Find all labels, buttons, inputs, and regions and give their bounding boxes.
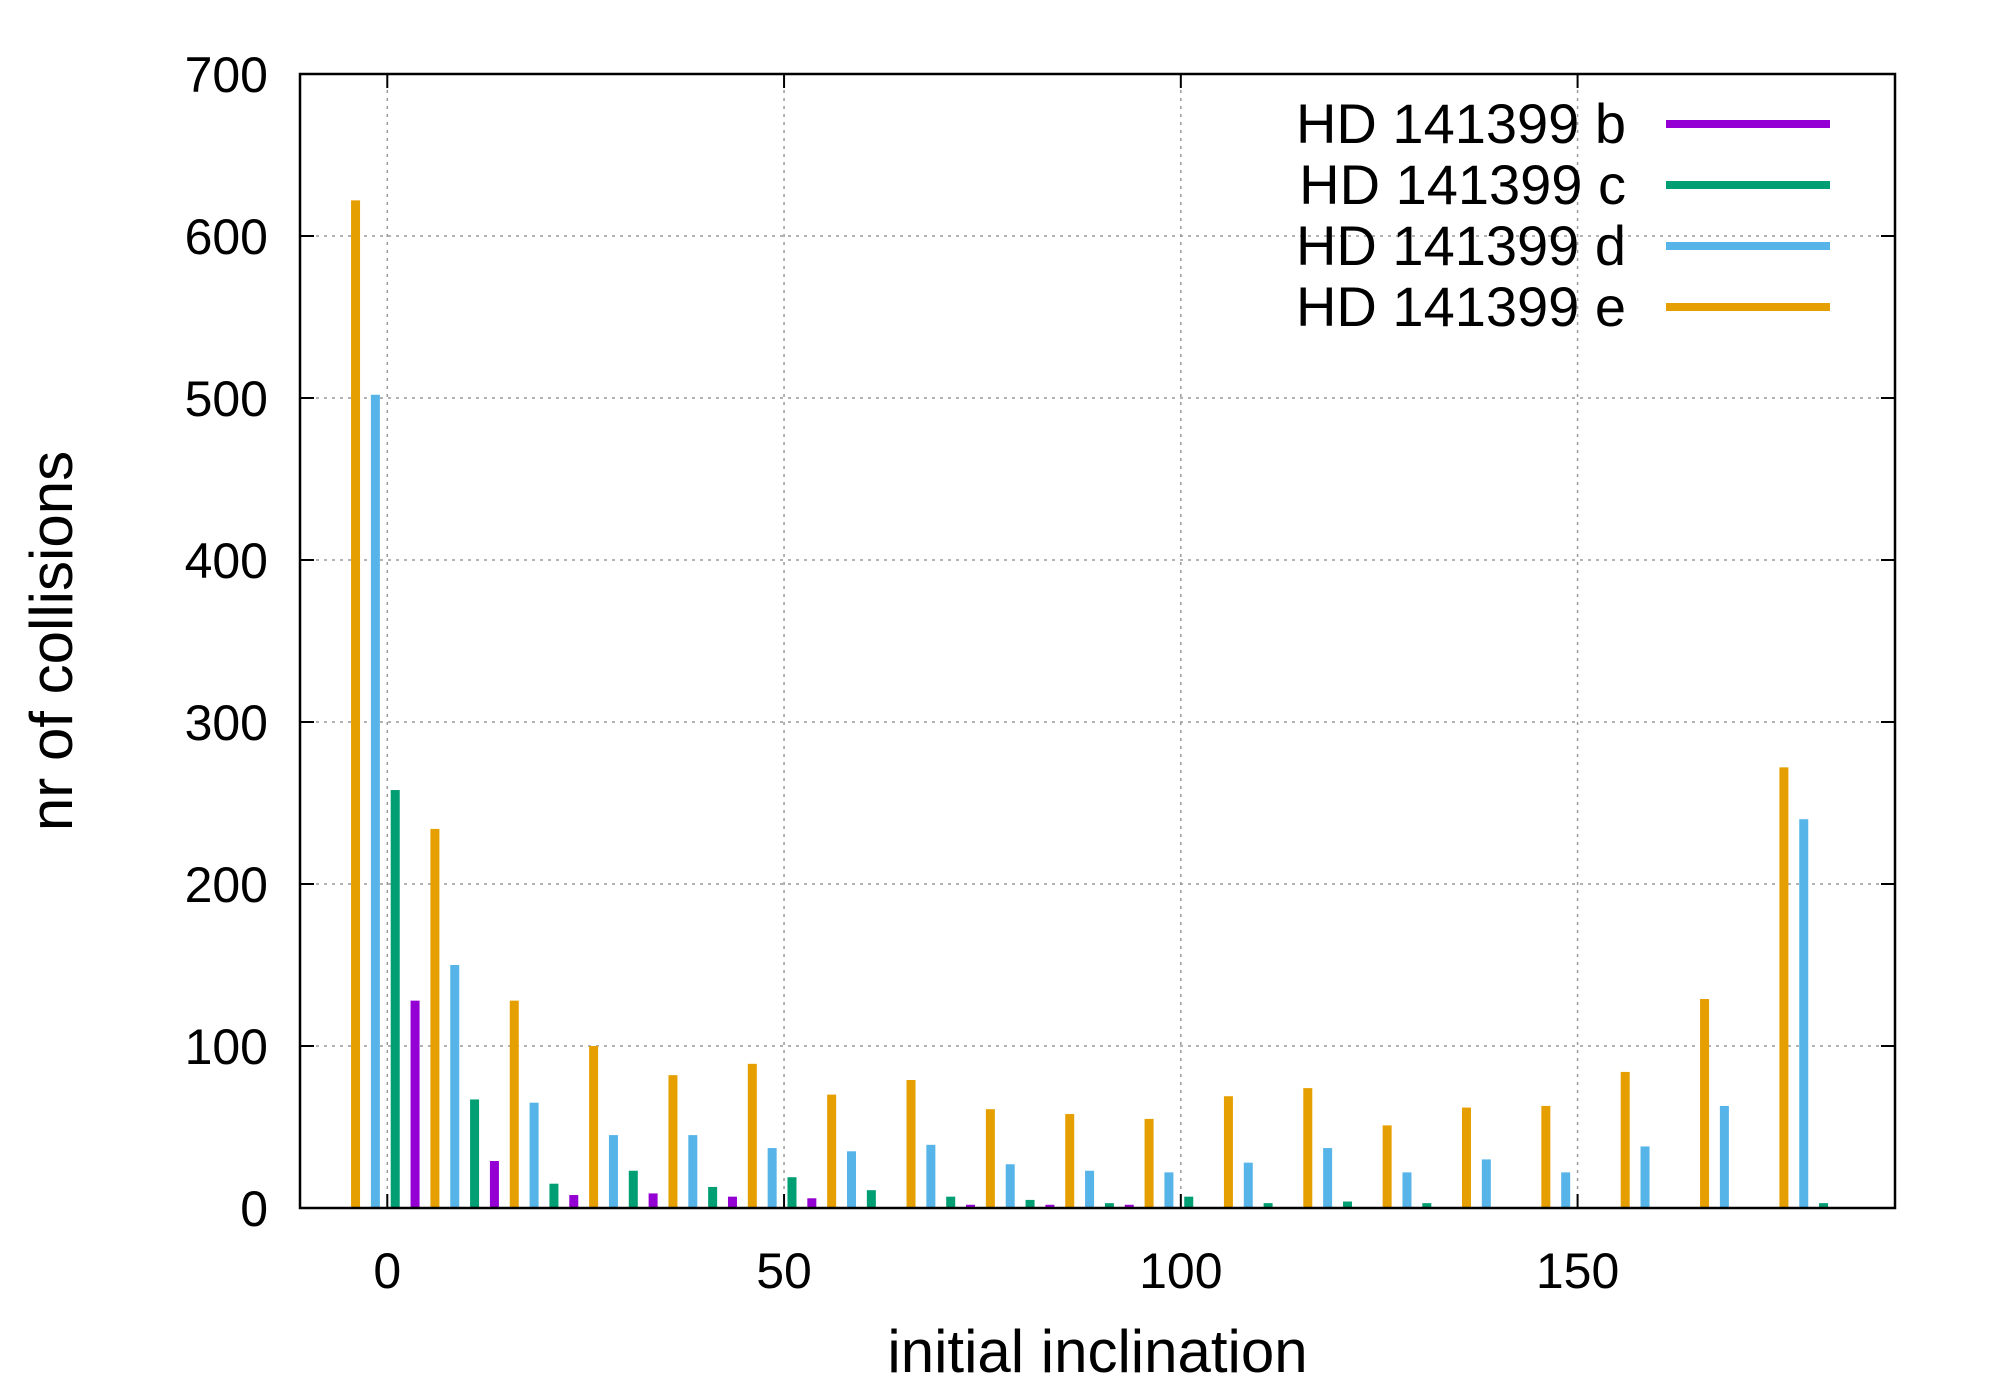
bar <box>1382 1125 1392 1208</box>
y-tick-label: 300 <box>185 695 268 751</box>
bar <box>1342 1201 1352 1208</box>
axis-ticks <box>300 73 1895 1209</box>
bar <box>1144 1118 1154 1208</box>
bar <box>747 1063 757 1208</box>
bar <box>847 1151 857 1208</box>
bar <box>608 1135 618 1208</box>
bar <box>370 394 380 1208</box>
bar <box>668 1075 678 1208</box>
y-tick-label: 400 <box>185 533 268 589</box>
bar <box>1303 1088 1313 1208</box>
bar <box>1561 1172 1571 1208</box>
bar <box>1124 1204 1134 1208</box>
bar <box>1164 1172 1174 1208</box>
bar <box>767 1148 777 1208</box>
bar <box>1422 1203 1432 1208</box>
bar <box>529 1102 539 1208</box>
bar <box>1402 1172 1412 1208</box>
y-tick-label: 100 <box>185 1019 268 1075</box>
x-tick-label: 150 <box>1536 1243 1619 1299</box>
x-tick-label: 50 <box>756 1243 812 1299</box>
bar <box>390 790 400 1208</box>
legend: HD 141399 bHD 141399 cHD 141399 dHD 1413… <box>1296 92 1830 338</box>
bar <box>946 1196 956 1208</box>
bar <box>1640 1146 1650 1208</box>
bar <box>1184 1196 1194 1208</box>
bar <box>450 965 460 1208</box>
bar <box>1323 1148 1333 1208</box>
bar <box>410 1000 420 1208</box>
bar <box>926 1144 936 1208</box>
bar <box>1104 1203 1114 1208</box>
bar <box>866 1190 876 1208</box>
bar <box>1243 1162 1253 1208</box>
plot-frame <box>298 72 1897 1210</box>
legend-label: HD 141399 d <box>1296 214 1626 277</box>
bar <box>1620 1071 1630 1208</box>
bar <box>1065 1114 1075 1208</box>
bar <box>787 1177 797 1208</box>
bar <box>509 1000 519 1208</box>
y-axis-label: nr of collisions <box>18 451 85 831</box>
y-tick-label: 0 <box>240 1181 268 1237</box>
bar <box>1799 819 1809 1208</box>
x-axis-label: initial inclination <box>887 1318 1307 1385</box>
bar <box>1263 1203 1273 1208</box>
bar <box>648 1193 658 1208</box>
bar <box>1541 1105 1551 1208</box>
legend-label: HD 141399 e <box>1296 275 1626 338</box>
bar <box>906 1080 916 1208</box>
legend-label: HD 141399 c <box>1299 153 1626 216</box>
bar <box>569 1195 579 1208</box>
y-tick-label: 200 <box>185 857 268 913</box>
bar <box>1700 999 1710 1208</box>
bar <box>489 1161 499 1208</box>
bar <box>727 1196 737 1208</box>
bar <box>1223 1096 1233 1208</box>
y-tick-label: 500 <box>185 371 268 427</box>
bar <box>470 1099 480 1208</box>
bar <box>1481 1159 1491 1208</box>
bar <box>1025 1199 1035 1208</box>
bar <box>827 1094 837 1208</box>
bar <box>688 1135 698 1208</box>
bar <box>351 200 361 1209</box>
grid-lines <box>300 74 1895 1208</box>
x-tick-label: 0 <box>373 1243 401 1299</box>
bar <box>549 1183 559 1208</box>
bar <box>1461 1107 1471 1208</box>
bar <box>430 828 440 1208</box>
bar <box>1719 1105 1729 1208</box>
bar <box>1045 1204 1055 1208</box>
bar <box>1005 1164 1015 1208</box>
bar <box>1779 767 1789 1208</box>
bar <box>589 1046 599 1208</box>
bar <box>628 1170 638 1208</box>
bar <box>1819 1203 1829 1208</box>
y-tick-label: 600 <box>185 209 268 265</box>
y-tick-label: 700 <box>185 47 268 103</box>
bar <box>807 1198 817 1208</box>
bar <box>1085 1170 1095 1208</box>
bar <box>966 1204 976 1208</box>
bars <box>351 200 1829 1209</box>
tick-labels: 0 100 200 300 400 500 600 700 0 50 100 150 <box>185 47 1620 1299</box>
bar <box>708 1186 718 1208</box>
legend-label: HD 141399 b <box>1296 92 1626 155</box>
x-tick-label: 100 <box>1139 1243 1222 1299</box>
bar <box>985 1109 995 1208</box>
